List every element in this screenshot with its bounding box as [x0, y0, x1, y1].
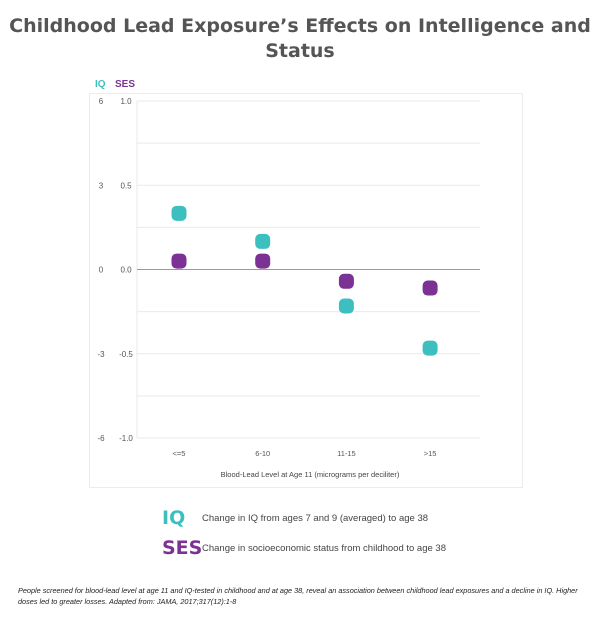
data-point-iq — [422, 340, 438, 356]
ses-axis-header: SES — [115, 79, 136, 90]
iq-tick-label: 6 — [99, 97, 104, 106]
category-label: >15 — [424, 449, 437, 458]
iq-tick-label: 0 — [99, 266, 104, 275]
ses-tick-label: -0.5 — [119, 350, 133, 359]
chart-title: Childhood Lead Exposure’s Effects on Int… — [9, 15, 591, 62]
iq-axis-header: IQ — [95, 79, 106, 90]
caption: People screened for blood-lead level at … — [18, 586, 578, 606]
legend-key-iq: IQ — [162, 507, 186, 529]
legend-text-ses: Change in socioeconomic status from chil… — [202, 542, 446, 554]
data-point-ses — [255, 253, 271, 269]
ses-tick-label: 0.0 — [120, 266, 132, 275]
ses-tick-label: -1.0 — [119, 434, 133, 443]
legend-item-iq: IQ Change in IQ from ages 7 and 9 (avera… — [162, 507, 428, 529]
ses-tick-label: 1.0 — [120, 97, 132, 106]
iq-tick-label: -3 — [97, 350, 105, 359]
data-point-ses — [171, 253, 187, 269]
iq-tick-label: -6 — [97, 434, 105, 443]
category-label: 11-15 — [337, 449, 356, 458]
category-label: 6-10 — [255, 449, 270, 458]
legend-key-ses: SES — [162, 537, 203, 559]
legend-item-ses: SES Change in socioeconomic status from … — [162, 537, 446, 559]
iq-tick-label: 3 — [99, 181, 104, 190]
x-axis-label: Blood-Lead Level at Age 11 (micrograms p… — [221, 470, 400, 479]
data-point-ses — [422, 280, 438, 296]
data-point-ses — [338, 273, 354, 289]
data-point-iq — [171, 205, 187, 221]
ses-tick-label: 0.5 — [120, 181, 132, 190]
category-label: <=5 — [173, 449, 186, 458]
legend-text-iq: Change in IQ from ages 7 and 9 (averaged… — [202, 512, 429, 524]
plot-frame — [89, 93, 523, 488]
data-point-iq — [338, 298, 354, 314]
data-point-iq — [255, 233, 271, 249]
chart-svg: 6 3 0 -3 -6 1.0 0.5 0.0 -0.5 -1.0 <=5 6-10 11-15 >15 B… — [97, 97, 480, 479]
